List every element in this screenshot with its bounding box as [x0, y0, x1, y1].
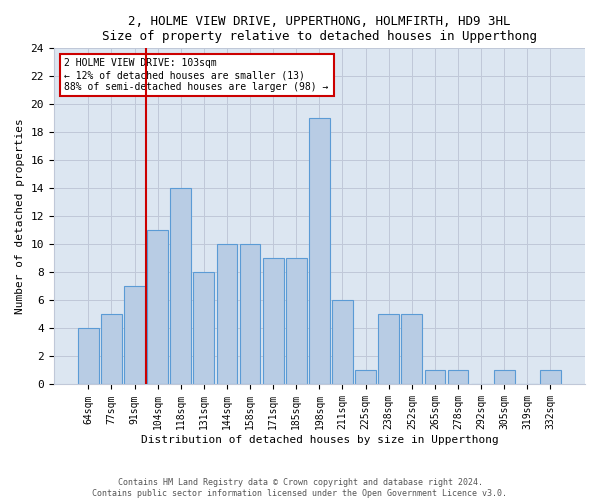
Bar: [379, 314, 399, 384]
Bar: [448, 370, 469, 384]
Bar: [124, 286, 145, 384]
Bar: [170, 188, 191, 384]
Bar: [263, 258, 284, 384]
Bar: [193, 272, 214, 384]
Bar: [147, 230, 168, 384]
Y-axis label: Number of detached properties: Number of detached properties: [15, 118, 25, 314]
Bar: [494, 370, 515, 384]
Bar: [355, 370, 376, 384]
Bar: [217, 244, 238, 384]
Bar: [286, 258, 307, 384]
Bar: [78, 328, 99, 384]
Bar: [309, 118, 330, 384]
Text: Contains HM Land Registry data © Crown copyright and database right 2024.
Contai: Contains HM Land Registry data © Crown c…: [92, 478, 508, 498]
Bar: [425, 370, 445, 384]
Bar: [401, 314, 422, 384]
Title: 2, HOLME VIEW DRIVE, UPPERTHONG, HOLMFIRTH, HD9 3HL
Size of property relative to: 2, HOLME VIEW DRIVE, UPPERTHONG, HOLMFIR…: [102, 15, 537, 43]
Text: 2 HOLME VIEW DRIVE: 103sqm
← 12% of detached houses are smaller (13)
88% of semi: 2 HOLME VIEW DRIVE: 103sqm ← 12% of deta…: [64, 58, 329, 92]
Bar: [540, 370, 561, 384]
Bar: [101, 314, 122, 384]
Bar: [239, 244, 260, 384]
X-axis label: Distribution of detached houses by size in Upperthong: Distribution of detached houses by size …: [140, 435, 498, 445]
Bar: [332, 300, 353, 384]
